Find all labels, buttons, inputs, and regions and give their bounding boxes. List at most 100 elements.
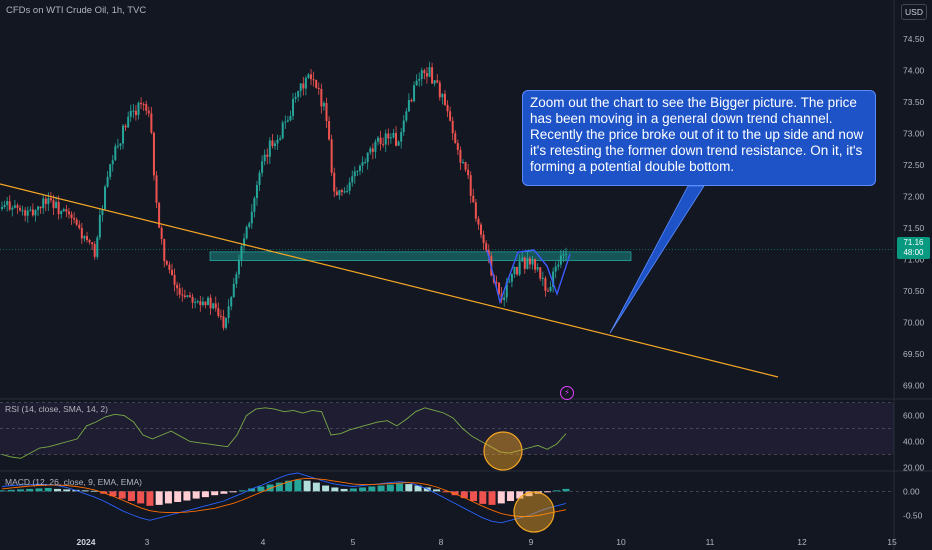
macd-bar [90,490,98,492]
candle-body [65,209,68,212]
candle-body [24,210,27,216]
candle-body [21,210,24,212]
candle-body [212,303,215,309]
candle-body [47,198,50,205]
rsi-label[interactable]: RSI (14, close, SMA, 14, 2) [5,404,108,414]
candle-body [369,148,372,153]
candle-body [438,82,441,98]
candle-body [454,133,457,144]
macd-bar [155,491,163,505]
candle-body [114,146,117,161]
candle-body [392,132,395,138]
macd-highlight-circle [513,491,555,533]
macd-bar [174,491,182,502]
time-tick-label: 9 [529,537,534,547]
candle-body [513,266,516,275]
macd-bar [16,489,24,492]
macd-bar [211,491,219,496]
candle-body [410,100,413,102]
macd-bar [516,491,524,499]
macd-bar [322,485,330,492]
candle-body [158,202,161,228]
candle-body [521,257,524,262]
candle-body [85,236,88,240]
macd-bar [53,488,61,492]
candle-body [505,281,508,298]
time-tick-label: 10 [616,537,626,547]
candle-body [423,70,426,74]
annotation-callout[interactable]: Zoom out the chart to see the Bigger pic… [522,90,876,186]
trend-line [0,183,779,378]
candle-body [37,206,40,211]
candle-body [425,73,428,77]
macd-bar [479,491,487,504]
macd-bar [507,491,515,501]
candle-body [26,210,29,216]
candle-body [189,295,191,297]
axes: 74.50 74.00 73.50 73.00 72.50 72.00 71.50 71.00… [77,34,925,547]
macd-bar [7,489,15,492]
rsi-line [1,407,567,459]
candle-body [199,301,202,306]
candle-body [60,211,63,215]
candle-body [539,267,542,279]
candle-body [284,121,287,123]
candle-body [116,145,119,147]
time-tick-label: 11 [706,537,715,547]
double-bottom-pattern [486,249,571,305]
candle-body [302,83,305,89]
macd-bar [109,491,117,497]
macd-label[interactable]: MACD (12, 26, close, 9, EMA, EMA) [5,477,142,487]
time-tick-label: 5 [351,537,356,547]
candle-body [122,125,125,144]
macd-bar [331,487,339,492]
candle-body [222,316,225,328]
macd-bar [63,489,71,492]
lightning-icon[interactable]: ⚡ [560,386,574,400]
candle-body [101,209,104,216]
candle-body [310,74,313,80]
candle-body [382,143,385,145]
candle-body [191,296,194,303]
candle-body [219,315,222,317]
candle-body [165,261,168,265]
candle-body [480,224,483,235]
last-price: 71.16 [903,238,924,247]
callout-pointer [609,185,705,334]
candle-body [384,133,387,145]
candle-body [176,284,179,289]
candle-body [413,85,416,102]
candle-body [127,116,130,128]
currency-button[interactable]: USD [901,4,927,20]
candle-body [88,239,91,243]
candle-body [400,132,403,142]
macd-bar [183,491,191,501]
macd-bar [553,490,561,492]
candle-body [289,115,292,121]
candle-body [503,297,506,300]
candle-body [451,120,454,134]
macd-bar [220,491,228,494]
candle-body [235,274,238,284]
candle-body [106,176,109,187]
candle-body [173,274,176,285]
candle-body [333,172,336,192]
candle-body [358,165,361,171]
rsi-tick-label: 20.00 [903,462,925,472]
candle-body [11,207,14,210]
candle-body [147,110,150,114]
candle-body [240,246,243,260]
last-price-tag: 71.16 48:00 [897,237,930,259]
candle-body [44,198,47,205]
candle-body [312,79,315,81]
countdown: 48:00 [903,248,924,257]
candle-body [446,104,449,112]
candle-body [271,140,274,147]
macd-bar [562,488,570,492]
resistance-zone [0,248,894,261]
candle-body [52,200,55,209]
macd-bar [451,491,459,496]
candle-body [420,70,423,79]
